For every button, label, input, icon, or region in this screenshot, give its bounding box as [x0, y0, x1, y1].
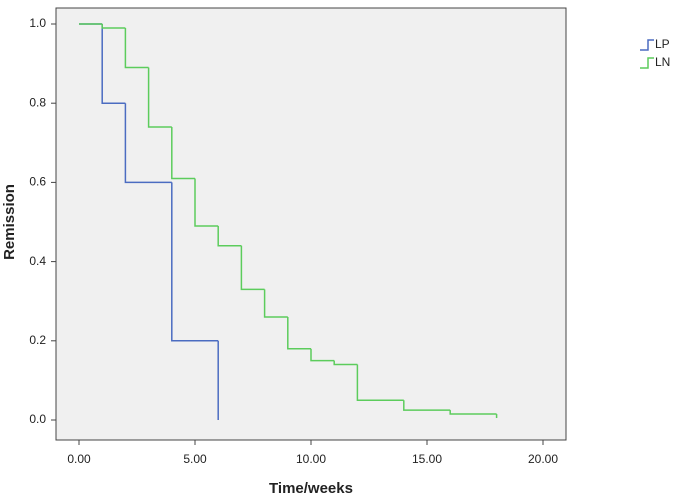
- step-segment: [263, 289, 288, 318]
- step-segment: [333, 360, 358, 366]
- plot-area: [55, 7, 567, 441]
- step-segment: [449, 410, 497, 415]
- step-segment: [124, 27, 149, 69]
- y-tick-label: 0.0: [29, 412, 46, 426]
- legend-label: LP: [655, 37, 670, 51]
- step-segment: [101, 24, 126, 29]
- step-segment: [310, 348, 335, 362]
- y-tick-label: 1.0: [29, 16, 46, 30]
- step-segment: [171, 126, 195, 180]
- step-segment: [101, 24, 126, 104]
- x-tick-label: 5.00: [183, 452, 207, 466]
- x-tick-label: 20.00: [528, 452, 558, 466]
- y-tick-label: 0.8: [29, 95, 46, 109]
- y-tick-label: 0.6: [29, 175, 46, 189]
- x-axis-label: Time/weeks: [269, 480, 353, 497]
- step-segment: [171, 182, 219, 342]
- x-tick-label: 15.00: [412, 452, 442, 466]
- step-segment: [403, 400, 451, 411]
- step-segment: [217, 225, 242, 247]
- step-segment: [124, 103, 172, 184]
- x-tick-label: 10.00: [296, 452, 326, 466]
- x-tick-label: 0.00: [67, 452, 91, 466]
- step-segment: [287, 317, 311, 350]
- y-tick-label: 0.4: [29, 254, 46, 268]
- legend-swatch: [640, 57, 654, 69]
- y-axis-label: Remission: [1, 184, 18, 260]
- legend-swatch: [640, 39, 654, 51]
- legend-label: LN: [655, 55, 670, 69]
- y-tick-label: 0.2: [29, 333, 46, 347]
- step-segment: [147, 67, 172, 128]
- step-segment: [356, 364, 404, 401]
- step-segment: [194, 178, 219, 227]
- step-segment: [240, 245, 265, 291]
